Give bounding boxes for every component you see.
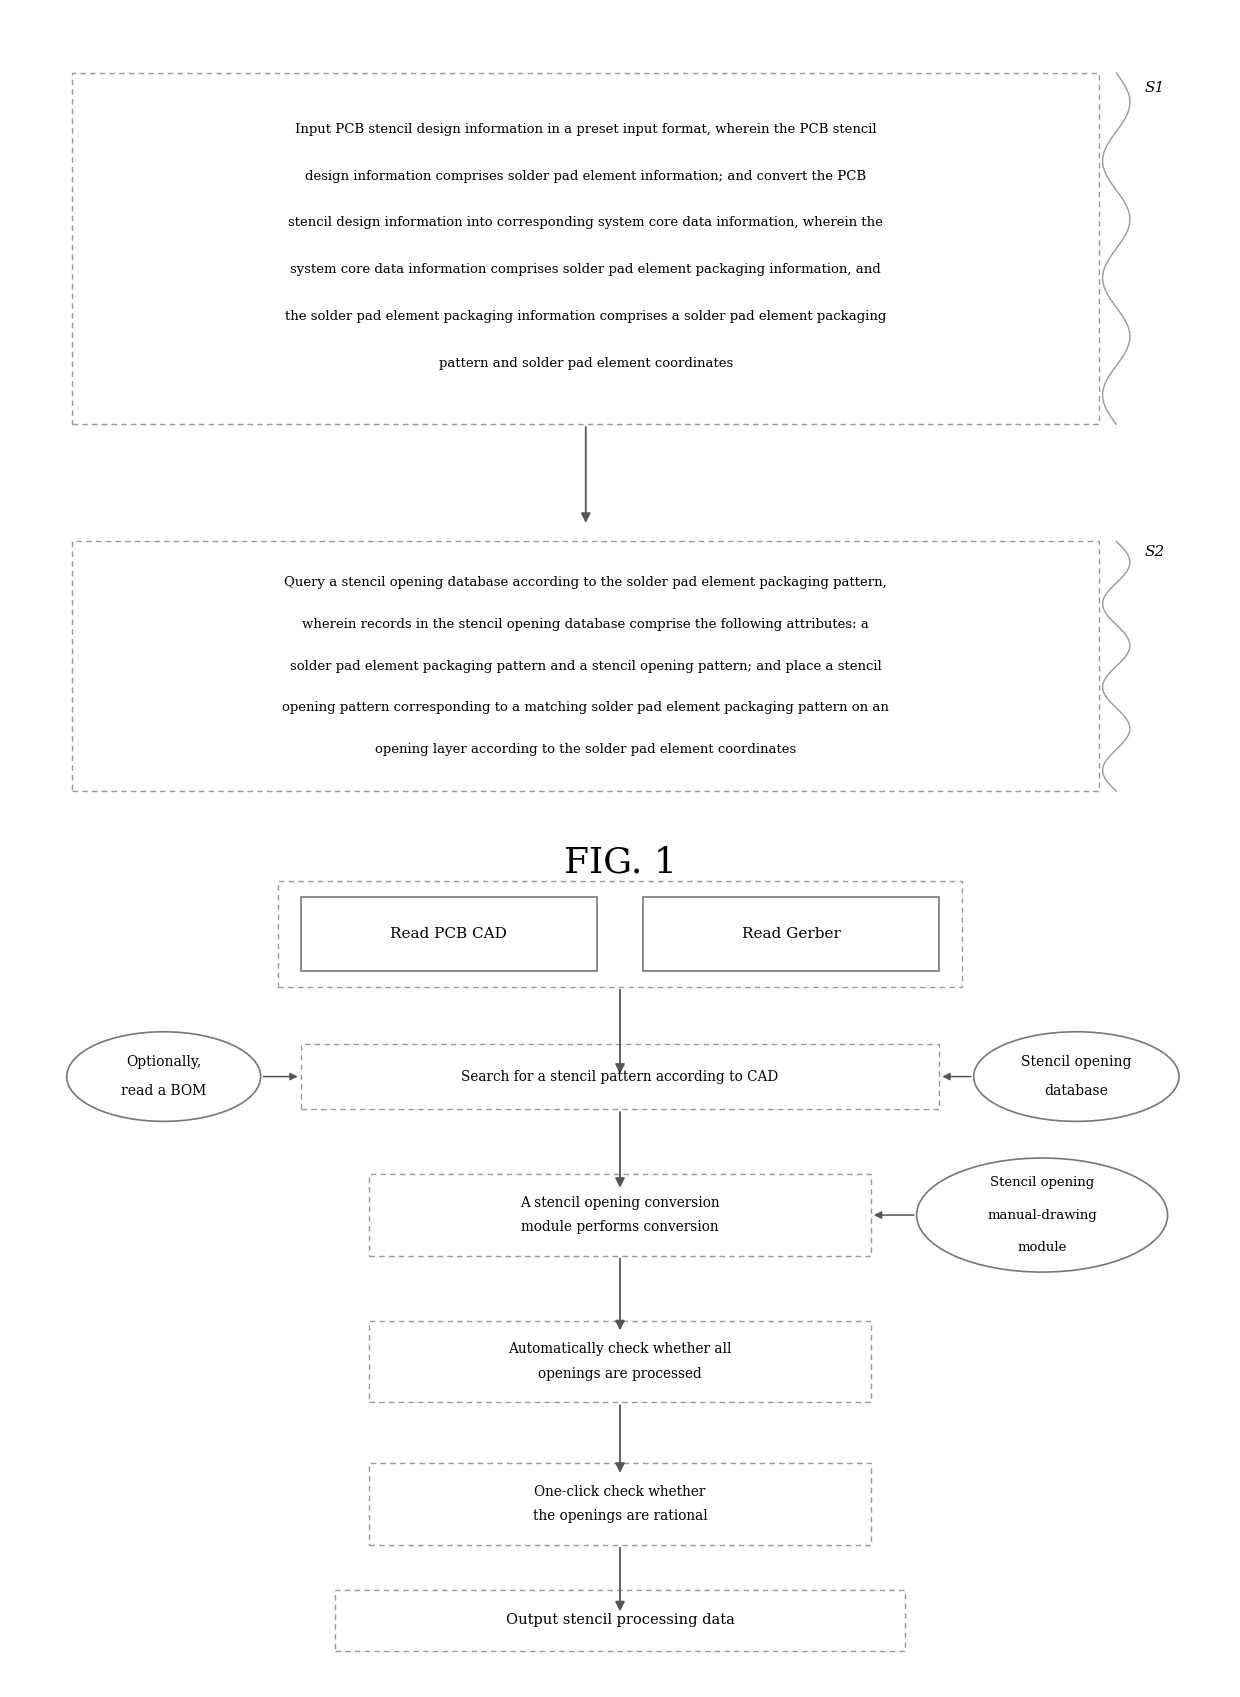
Text: module: module	[1017, 1241, 1066, 1254]
Text: Output stencil processing data: Output stencil processing data	[506, 1614, 734, 1627]
Text: S2: S2	[1145, 545, 1166, 560]
Text: manual-drawing: manual-drawing	[987, 1208, 1097, 1222]
FancyBboxPatch shape	[642, 898, 940, 971]
Text: read a BOM: read a BOM	[122, 1084, 206, 1098]
FancyBboxPatch shape	[72, 541, 1099, 791]
Text: Query a stencil opening database according to the solder pad element packaging p: Query a stencil opening database accordi…	[284, 577, 887, 589]
FancyBboxPatch shape	[300, 1044, 940, 1110]
Text: S1: S1	[1145, 81, 1166, 95]
Text: module performs conversion: module performs conversion	[521, 1220, 719, 1234]
FancyBboxPatch shape	[72, 73, 1099, 424]
Text: openings are processed: openings are processed	[538, 1366, 702, 1381]
Text: Read Gerber: Read Gerber	[742, 927, 841, 942]
Text: solder pad element packaging pattern and a stencil opening pattern; and place a : solder pad element packaging pattern and…	[290, 660, 882, 672]
Text: Read PCB CAD: Read PCB CAD	[391, 927, 507, 942]
Text: opening layer according to the solder pad element coordinates: opening layer according to the solder pa…	[376, 743, 796, 755]
Ellipse shape	[916, 1157, 1168, 1273]
Text: pattern and solder pad element coordinates: pattern and solder pad element coordinat…	[439, 356, 733, 370]
FancyBboxPatch shape	[335, 1590, 905, 1651]
Ellipse shape	[973, 1032, 1179, 1122]
Text: opening pattern corresponding to a matching solder pad element packaging pattern: opening pattern corresponding to a match…	[283, 701, 889, 714]
Text: FIG. 1: FIG. 1	[563, 845, 677, 879]
Text: the openings are rational: the openings are rational	[533, 1509, 707, 1524]
Text: system core data information comprises solder pad element packaging information,: system core data information comprises s…	[290, 263, 882, 277]
FancyBboxPatch shape	[278, 881, 962, 988]
Text: design information comprises solder pad element information; and convert the PCB: design information comprises solder pad …	[305, 170, 867, 183]
FancyBboxPatch shape	[300, 898, 598, 971]
Text: Automatically check whether all: Automatically check whether all	[508, 1342, 732, 1356]
Text: Search for a stencil pattern according to CAD: Search for a stencil pattern according t…	[461, 1069, 779, 1084]
Text: A stencil opening conversion: A stencil opening conversion	[521, 1196, 719, 1210]
Text: Stencil opening: Stencil opening	[990, 1176, 1094, 1190]
Text: Input PCB stencil design information in a preset input format, wherein the PCB s: Input PCB stencil design information in …	[295, 122, 877, 136]
Text: database: database	[1044, 1084, 1109, 1098]
Text: stencil design information into corresponding system core data information, wher: stencil design information into correspo…	[289, 216, 883, 229]
Text: the solder pad element packaging information comprises a solder pad element pack: the solder pad element packaging informa…	[285, 311, 887, 322]
Text: One-click check whether: One-click check whether	[534, 1485, 706, 1498]
Text: Stencil opening: Stencil opening	[1021, 1056, 1132, 1069]
FancyBboxPatch shape	[370, 1463, 870, 1544]
FancyBboxPatch shape	[370, 1174, 870, 1256]
Text: wherein records in the stencil opening database comprise the following attribute: wherein records in the stencil opening d…	[303, 618, 869, 631]
Ellipse shape	[67, 1032, 260, 1122]
Text: Optionally,: Optionally,	[126, 1056, 201, 1069]
FancyBboxPatch shape	[370, 1320, 870, 1402]
